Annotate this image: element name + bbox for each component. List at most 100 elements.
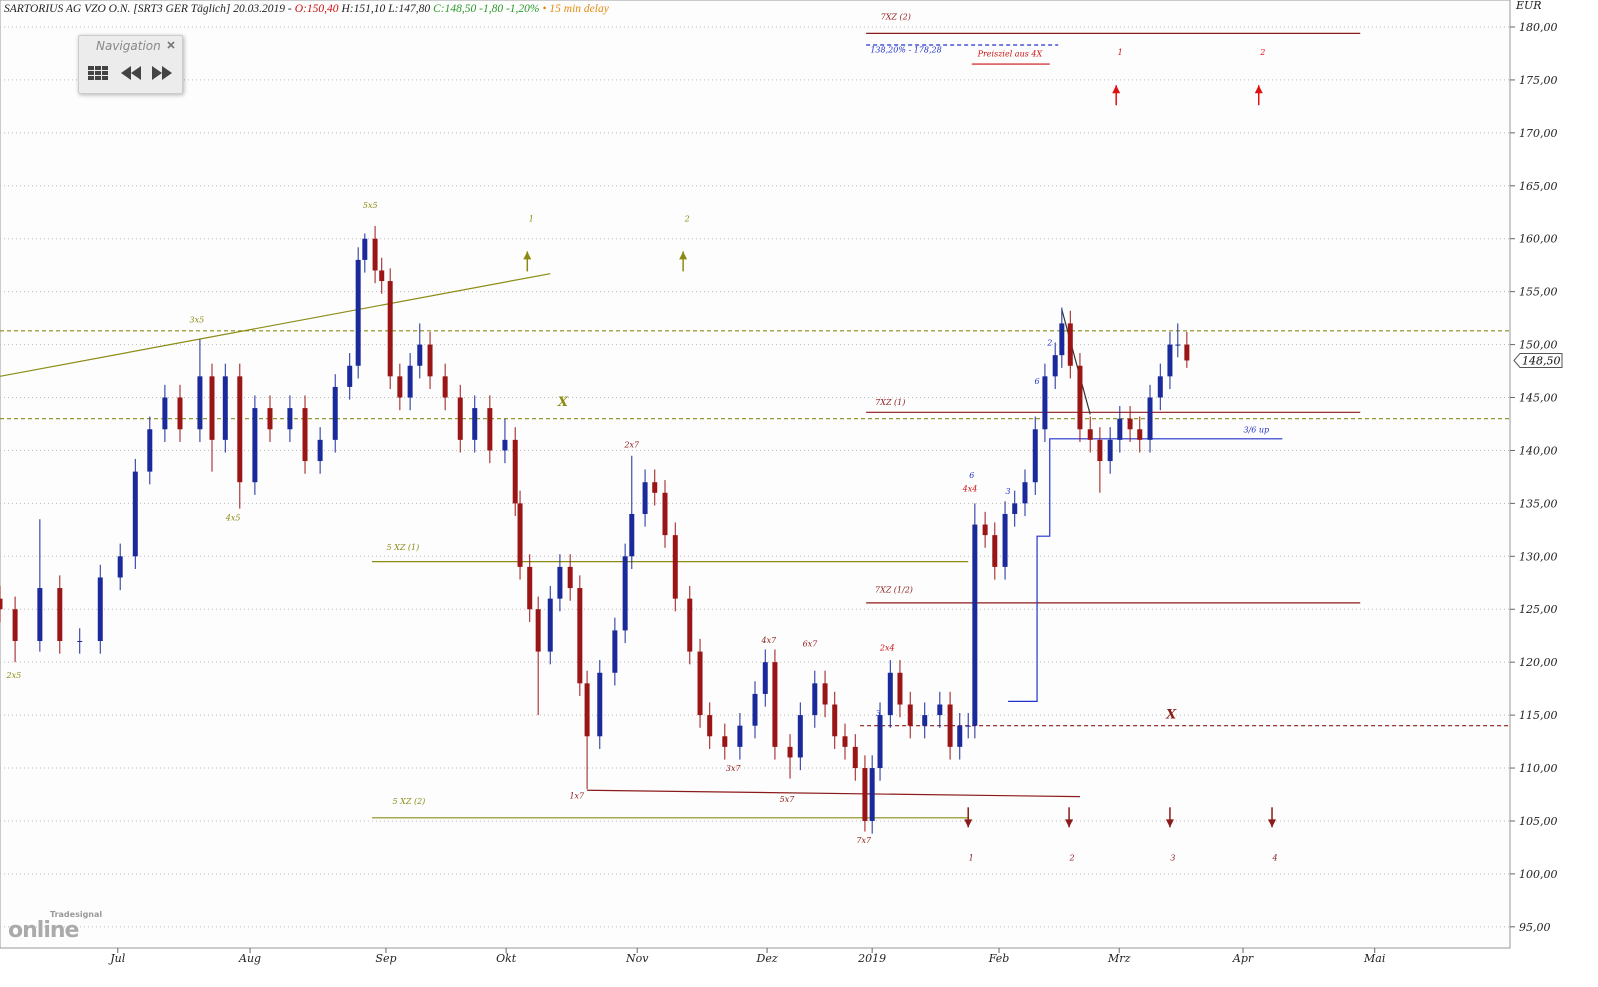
candle-body [1157, 376, 1163, 398]
annotation: 7x7 [856, 836, 872, 845]
candle-body [57, 588, 63, 641]
candle-body [762, 662, 768, 694]
signal-arrow [523, 251, 532, 272]
candle-body [252, 408, 258, 483]
candle-body [982, 524, 988, 536]
annotation: 2x4 [879, 644, 895, 653]
y-tick-label: 120,00 [1519, 656, 1558, 669]
candle-body [267, 408, 273, 430]
candle-body [197, 376, 203, 430]
candle-body [527, 566, 533, 610]
candle-body [1077, 365, 1083, 430]
y-tick-label: 110,00 [1519, 762, 1558, 775]
y-tick-label: 135,00 [1519, 497, 1558, 510]
x-tick-label: Sep [375, 952, 396, 965]
candle-body [652, 482, 658, 493]
annotation: Preisziel aus 4X [977, 50, 1043, 59]
candle-body [237, 376, 243, 483]
candle-body [887, 672, 893, 716]
candle-body [897, 672, 903, 705]
low: L:147,80 [388, 3, 431, 15]
y-tick-label: 150,00 [1519, 339, 1558, 352]
forward-button[interactable] [152, 66, 172, 80]
candle-body [922, 715, 928, 726]
candle-body [387, 281, 393, 377]
candle-body [629, 513, 635, 557]
y-tick-label: 160,00 [1519, 233, 1558, 246]
x-tick-label: Jul [108, 952, 125, 965]
y-tick-label: 155,00 [1519, 286, 1558, 299]
y-tick-label: 105,00 [1519, 815, 1558, 828]
candle-body [287, 408, 293, 430]
candle-body [97, 577, 103, 641]
arrow-head [1254, 85, 1263, 94]
candle-body [965, 725, 971, 727]
candle-body [947, 704, 953, 747]
y-tick-label: 140,00 [1519, 444, 1558, 457]
last-price-label: 148,50 [1522, 354, 1561, 367]
x-tick-label: Feb [988, 952, 1010, 965]
y-tick-label: 95,00 [1519, 921, 1551, 934]
candle-body [442, 376, 448, 398]
candle-body [397, 376, 403, 398]
y-tick-label: 130,00 [1519, 550, 1558, 563]
candle-body [697, 651, 703, 716]
candle-body [1052, 355, 1058, 377]
arrow-head [1112, 85, 1121, 94]
annotation: 5 XZ (2) [393, 797, 426, 806]
candle-body [972, 524, 978, 726]
candle-body [427, 344, 433, 377]
x-tick-label: Mrz [1107, 952, 1131, 965]
candle-body [812, 683, 818, 716]
candle-body [672, 535, 678, 599]
signal-arrow [1112, 85, 1121, 106]
arrow-head [679, 251, 688, 260]
annotation: 5x5 [363, 201, 378, 210]
candle-body [1059, 323, 1065, 356]
annotation: X [557, 395, 569, 410]
annotation: 1x7 [569, 792, 585, 801]
last-price-box [1513, 352, 1563, 368]
candle-body [147, 429, 153, 472]
arrow-label: 2 [1069, 853, 1075, 862]
back-button[interactable] [121, 66, 141, 80]
candle-body [752, 693, 758, 726]
y-tick-label: 100,00 [1519, 868, 1558, 881]
candle-body [622, 556, 628, 631]
close-button[interactable] [167, 41, 175, 49]
x-tick-label: Okt [496, 952, 517, 965]
candle-body [877, 715, 883, 769]
signal-arrow [1268, 807, 1277, 828]
annotation: 3x7 [726, 764, 742, 773]
candle-body [1087, 429, 1093, 440]
candle-body [852, 746, 858, 769]
open: O:150,40 [294, 3, 339, 15]
annotation: 7XZ (1/2) [875, 585, 913, 594]
candle-body [535, 609, 541, 652]
candle-body [737, 725, 743, 747]
candle-body [407, 365, 413, 398]
arrow-head [1268, 819, 1277, 828]
high: H:151,10 [341, 3, 386, 15]
arrow-head [1065, 819, 1074, 828]
candle-body [1147, 397, 1153, 440]
candle-body [372, 238, 378, 271]
candle-body [132, 471, 138, 557]
y-tick-label: 170,00 [1519, 127, 1558, 140]
candle-body [317, 439, 323, 462]
grid-button[interactable] [88, 66, 108, 80]
candle-body [1184, 344, 1190, 361]
candle-body [1012, 503, 1018, 514]
candle-body [822, 683, 828, 705]
y-tick-label: 115,00 [1519, 709, 1558, 722]
candle-body [1042, 376, 1048, 430]
x-tick-label: Apr [1232, 952, 1254, 965]
arrow-label: 2 [1259, 48, 1265, 57]
annotation: 7XZ (2) [881, 13, 911, 22]
candle-body [379, 270, 385, 282]
candle-body [577, 588, 583, 684]
candle-body [612, 630, 618, 673]
annotation: 2x5 [6, 671, 22, 680]
arrow-label: 2 [684, 214, 690, 223]
